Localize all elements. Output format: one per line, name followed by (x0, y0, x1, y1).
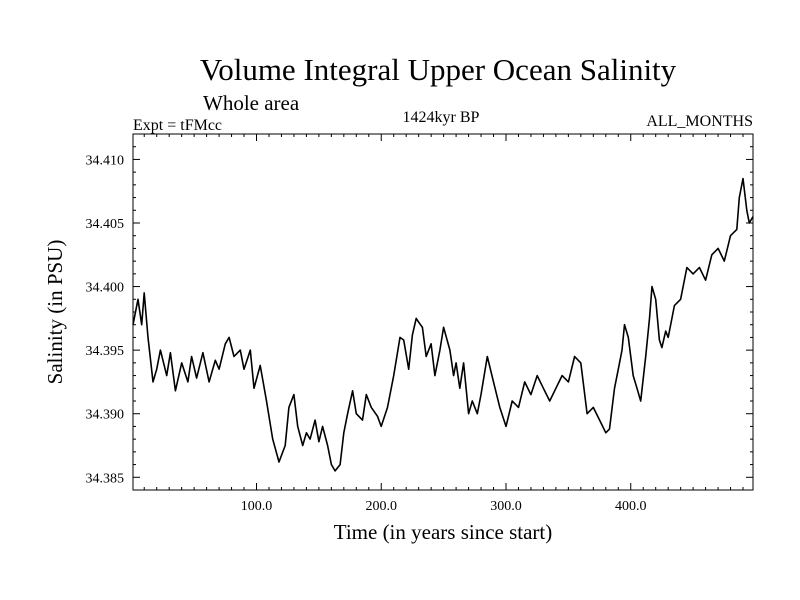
y-tick-label: 34.385 (86, 471, 125, 486)
months-label: ALL_MONTHS (646, 113, 753, 130)
x-axis-label: Time (in years since start) (334, 520, 553, 544)
x-tick-label: 200.0 (365, 499, 397, 514)
plot-frame (132, 133, 754, 491)
y-tick-label: 34.390 (86, 408, 125, 423)
y-tick-label: 34.395 (86, 344, 125, 359)
series-line (132, 177, 754, 472)
x-tick-label: 100.0 (241, 499, 273, 514)
y-tick-label: 34.410 (86, 153, 125, 168)
chart-title: Volume Integral Upper Ocean Salinity (200, 52, 677, 87)
series-group (132, 177, 754, 472)
period-label: 1424kyr BP (403, 109, 480, 126)
y-tick-label: 34.400 (86, 281, 125, 296)
y-tick-label: 34.405 (86, 217, 125, 232)
x-tick-label: 400.0 (615, 499, 647, 514)
x-tick-label: 300.0 (490, 499, 522, 514)
y-axis-label: Salinity (in PSU) (43, 240, 67, 385)
chart-subtitle: Whole area (203, 91, 300, 115)
experiment-label: Expt = tFMcc (133, 117, 222, 134)
